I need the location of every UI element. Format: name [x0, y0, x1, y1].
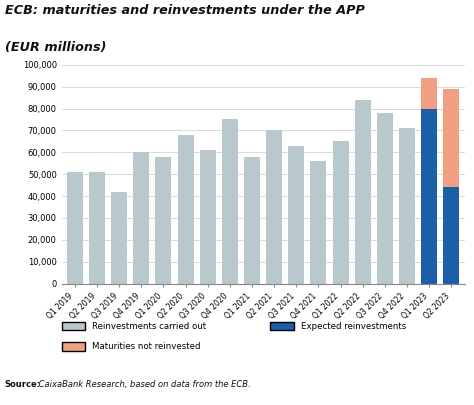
Bar: [67, 172, 83, 284]
Text: Reinvestments carried out: Reinvestments carried out: [92, 322, 207, 330]
Bar: [178, 135, 193, 284]
Bar: [89, 172, 105, 284]
Bar: [421, 78, 437, 109]
Text: CaixaBank Research, based on data from the ECB.: CaixaBank Research, based on data from t…: [36, 380, 250, 389]
Bar: [421, 109, 437, 284]
Text: Maturities not reinvested: Maturities not reinvested: [92, 342, 201, 351]
Bar: [200, 150, 216, 284]
Bar: [133, 152, 149, 284]
Bar: [310, 161, 327, 284]
Bar: [155, 157, 172, 284]
Bar: [266, 130, 282, 284]
Bar: [443, 187, 459, 284]
Bar: [288, 146, 304, 284]
Bar: [399, 128, 415, 284]
Bar: [333, 141, 348, 284]
Bar: [111, 192, 127, 284]
Bar: [222, 119, 238, 284]
Bar: [355, 100, 371, 284]
Text: ECB: maturities and reinvestments under the APP: ECB: maturities and reinvestments under …: [5, 4, 365, 17]
Text: Source:: Source:: [5, 380, 41, 389]
Text: (EUR millions): (EUR millions): [5, 40, 106, 53]
Text: Expected reinvestments: Expected reinvestments: [301, 322, 406, 330]
Bar: [244, 157, 260, 284]
Bar: [443, 89, 459, 187]
Bar: [377, 113, 393, 284]
